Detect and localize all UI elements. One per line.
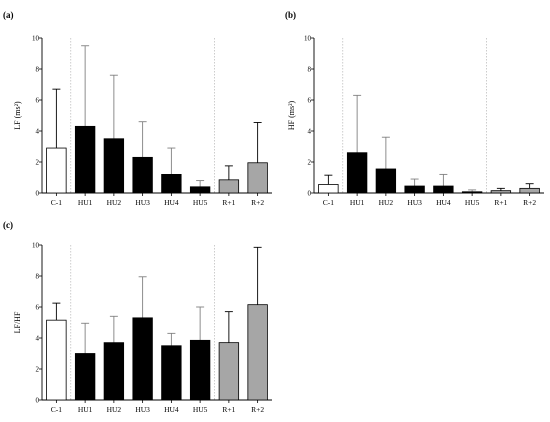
bar-c-1 xyxy=(318,184,339,194)
x-tick-label: HU1 xyxy=(78,198,93,207)
x-tick-label: R+1 xyxy=(222,198,235,207)
bar-rplus1 xyxy=(218,179,240,194)
x-tick-label: C-1 xyxy=(51,405,63,414)
y-axis-label: LF (ms²) xyxy=(13,101,22,130)
bar-c-1 xyxy=(46,147,67,194)
bar-hu2 xyxy=(103,342,125,401)
y-tick-label: 4 xyxy=(36,128,40,136)
x-tick-label: HU2 xyxy=(379,198,394,207)
bar-hu2 xyxy=(375,168,397,194)
x-tick-label: HU4 xyxy=(164,405,179,414)
x-tick-label: HU2 xyxy=(107,405,122,414)
x-tick-label: HU3 xyxy=(135,198,150,207)
x-tick-label: HU1 xyxy=(78,405,93,414)
bar-hu5 xyxy=(189,186,211,194)
bar-hu2 xyxy=(103,138,125,194)
x-tick-label: R+1 xyxy=(494,198,507,207)
y-tick-label: 2 xyxy=(36,366,40,374)
x-tick-label: HU5 xyxy=(193,198,208,207)
x-tick-label: R+1 xyxy=(222,405,235,414)
chart-panel-2: (b) HF (ms²) 0 2 4 6 8 10 C-1 HU1 HU2 HU3 HU4 HU5 R+1 R… xyxy=(285,10,544,207)
y-tick-label: 8 xyxy=(36,273,40,281)
panel-label: (c) xyxy=(3,220,13,230)
x-tick-label: R+2 xyxy=(251,405,264,414)
bar-hu1 xyxy=(346,152,368,194)
chart-panel-1: (a) LF (ms²) 0 2 4 6 8 10 C-1 HU1 HU2 HU3 HU4 HU5 R+1 R… xyxy=(3,10,272,207)
bar-hu3 xyxy=(132,156,153,194)
y-axis-label: LF/HF xyxy=(13,311,22,333)
bar-rplus1 xyxy=(218,342,240,401)
bar-hu4 xyxy=(161,345,182,401)
chart-panel-3: (c) LF/HF 0 2 4 6 8 10 C-1 HU1 HU2 HU3 HU4 HU5 R+1 R+2 xyxy=(3,220,272,414)
x-tick-label: HU5 xyxy=(465,198,480,207)
x-tick-label: HU4 xyxy=(164,198,179,207)
y-tick-label: 6 xyxy=(36,304,40,312)
x-tick-label: HU4 xyxy=(436,198,451,207)
x-tick-label: R+2 xyxy=(523,198,536,207)
x-tick-label: R+2 xyxy=(251,198,264,207)
x-tick-label: HU2 xyxy=(107,198,122,207)
bar-rplus2 xyxy=(247,162,268,194)
bar-hu5 xyxy=(189,339,211,401)
y-tick-label: 10 xyxy=(32,242,40,250)
y-tick-label: 8 xyxy=(36,66,40,74)
bar-rplus1 xyxy=(490,190,512,194)
bar-hu1 xyxy=(74,353,96,401)
y-tick-label: 0 xyxy=(308,190,312,198)
y-tick-label: 6 xyxy=(308,97,312,105)
bar-hu4 xyxy=(433,185,454,194)
bar-hu4 xyxy=(161,173,182,194)
y-tick-label: 4 xyxy=(308,128,312,136)
y-tick-label: 2 xyxy=(36,159,40,167)
bar-rplus2 xyxy=(519,187,540,194)
bar-hu3 xyxy=(404,185,425,194)
bar-rplus2 xyxy=(247,304,268,401)
y-tick-label: 2 xyxy=(308,159,312,167)
x-tick-label: C-1 xyxy=(51,198,63,207)
x-tick-label: HU3 xyxy=(407,198,422,207)
y-tick-label: 10 xyxy=(32,35,40,43)
bar-hu5 xyxy=(461,191,483,194)
x-tick-label: C-1 xyxy=(323,198,335,207)
x-tick-label: HU5 xyxy=(193,405,208,414)
y-axis-label: HF (ms²) xyxy=(287,101,296,131)
y-tick-label: 4 xyxy=(36,335,40,343)
y-tick-label: 8 xyxy=(308,66,312,74)
panel-label: (b) xyxy=(285,10,296,20)
y-tick-label: 0 xyxy=(36,397,40,405)
bar-hu3 xyxy=(132,317,153,401)
panel-label: (a) xyxy=(3,10,14,20)
y-tick-label: 0 xyxy=(36,190,40,198)
bar-hu1 xyxy=(74,125,96,194)
y-tick-label: 6 xyxy=(36,97,40,105)
y-tick-label: 10 xyxy=(304,35,312,43)
bar-c-1 xyxy=(46,319,67,401)
x-tick-label: HU1 xyxy=(350,198,365,207)
x-tick-label: HU3 xyxy=(135,405,150,414)
